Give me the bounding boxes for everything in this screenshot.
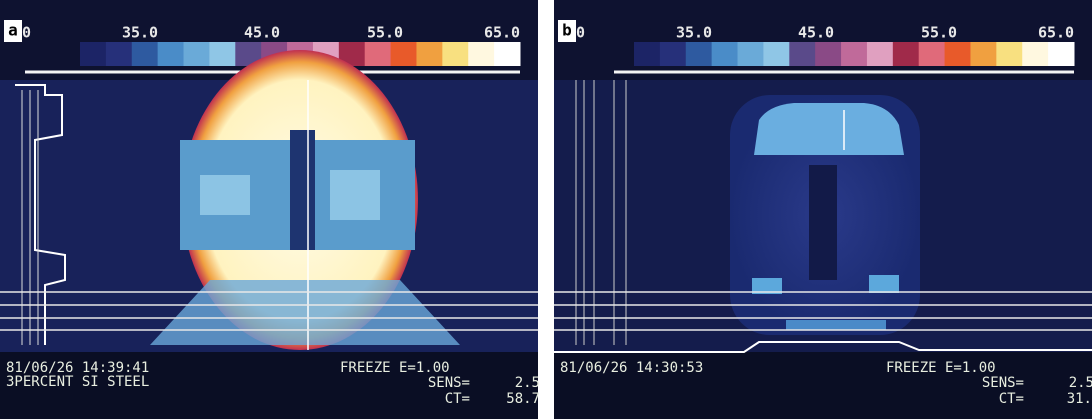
material: 3PERCENT SI STEEL	[6, 374, 149, 390]
color-scale-segment	[390, 42, 417, 66]
color-scale-segment	[209, 42, 236, 66]
base-region	[150, 280, 460, 345]
sens-label: SENS=	[982, 375, 1024, 391]
ct-label: CT=	[445, 391, 470, 407]
color-scale-segment	[659, 42, 687, 66]
color-scale-segment	[1048, 42, 1075, 66]
spot	[752, 278, 782, 294]
ct-label: CT=	[999, 391, 1024, 407]
color-scale-segment	[763, 42, 790, 66]
color-scale-segment	[918, 42, 946, 66]
color-scale-segment	[183, 42, 210, 66]
color-scale-segment	[442, 42, 469, 66]
sens-value: 2.5	[515, 375, 540, 391]
profile-trace	[554, 341, 1092, 353]
color-scale-segment	[711, 42, 739, 66]
panel-label-box	[558, 20, 576, 42]
sens-value: 2.5	[1069, 375, 1092, 391]
ct-value: 31.	[1067, 391, 1092, 407]
color-scale-segment	[105, 42, 133, 66]
dark-core	[290, 130, 315, 250]
scale-label: 55.0	[921, 24, 957, 42]
scale-label: 45.0	[244, 24, 280, 42]
panel-label: b	[562, 21, 572, 40]
color-scale-segment	[892, 42, 920, 66]
ct-value: 58.7	[506, 391, 540, 407]
scale-label: 45.0	[798, 24, 834, 42]
freeze: FREEZE E=1.00	[886, 360, 996, 376]
color-scale-segment	[866, 42, 894, 66]
spot	[786, 320, 886, 330]
top-cap	[754, 103, 904, 155]
panel-label: a	[8, 21, 18, 40]
color-scale-segment	[737, 42, 764, 66]
panel-label-box	[4, 20, 22, 42]
cool-patch	[330, 170, 380, 220]
divider	[546, 0, 554, 419]
scale-label: 65.0	[484, 24, 520, 42]
spot	[869, 275, 899, 293]
timestamp: 81/06/26 14:30:53	[560, 360, 703, 376]
text-band	[0, 352, 538, 419]
scale-label: 65.0	[1038, 24, 1074, 42]
color-scale-segment	[685, 42, 713, 66]
timestamp: 81/06/26 14:39:41	[6, 360, 149, 376]
color-scale-segment	[364, 42, 392, 66]
scale-label: 55.0	[367, 24, 403, 42]
color-scale-segment	[815, 42, 842, 66]
cool-patch	[200, 175, 250, 215]
color-scale-segment	[468, 42, 495, 66]
top-band	[554, 0, 1092, 80]
profile-trace	[15, 84, 66, 345]
color-scale-segment	[996, 42, 1023, 66]
color-scale-segment	[80, 42, 107, 66]
scale-label: 35.0	[122, 24, 158, 42]
color-scale-segment	[1022, 42, 1049, 66]
color-scale-segment	[494, 42, 521, 66]
color-scale-segment	[634, 42, 661, 66]
color-scale-segment	[416, 42, 443, 66]
text-band	[554, 352, 1092, 419]
freeze: FREEZE E=1.00	[340, 360, 450, 376]
color-scale-segment	[970, 42, 997, 66]
color-scale-segment	[157, 42, 185, 66]
color-scale-segment	[841, 42, 868, 66]
sens-label: SENS=	[428, 375, 470, 391]
dark-core	[809, 165, 837, 280]
color-scale-segment	[944, 42, 971, 66]
color-scale-segment	[789, 42, 816, 66]
color-scale-segment	[131, 42, 159, 66]
scale-label: 35.0	[676, 24, 712, 42]
